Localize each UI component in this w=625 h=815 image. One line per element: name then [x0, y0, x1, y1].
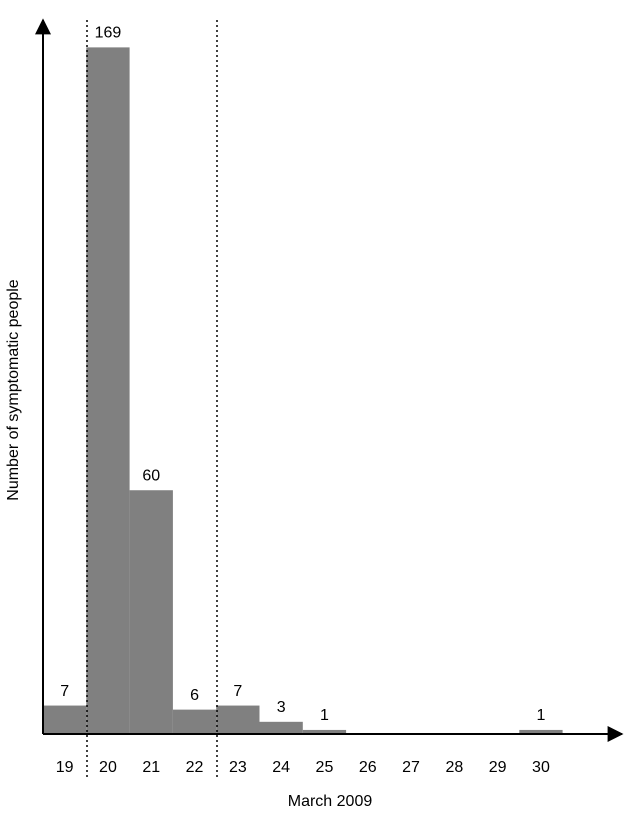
- data-label: 1: [536, 707, 545, 724]
- x-tick-label: 19: [56, 759, 74, 776]
- x-tick-label: 26: [359, 759, 377, 776]
- data-label: 169: [95, 25, 122, 42]
- data-label: 7: [60, 683, 69, 700]
- x-tick-label: 29: [489, 759, 507, 776]
- data-label: 7: [233, 683, 242, 700]
- x-tick-label: 27: [402, 759, 420, 776]
- y-axis-label: Number of symptomatic people: [5, 279, 22, 501]
- data-label: 3: [277, 699, 286, 716]
- x-tick-label: 30: [532, 759, 550, 776]
- data-label: 1: [320, 707, 329, 724]
- x-axis-label: March 2009: [288, 793, 373, 810]
- bar: [43, 705, 87, 734]
- x-tick-label: 28: [445, 759, 463, 776]
- x-tick-label: 23: [229, 759, 247, 776]
- data-label: 60: [142, 467, 160, 484]
- bar: [86, 47, 130, 735]
- data-label: 6: [190, 687, 199, 704]
- bar: [519, 729, 563, 734]
- x-tick-label: 25: [316, 759, 334, 776]
- bar: [129, 490, 173, 734]
- bar: [302, 729, 347, 734]
- x-tick-label: 24: [272, 759, 290, 776]
- x-tick-label: 20: [99, 759, 117, 776]
- bar: [259, 721, 303, 734]
- bars: [43, 47, 563, 735]
- bar: [172, 709, 217, 734]
- x-tick-label: 21: [142, 759, 160, 776]
- bar: [216, 705, 260, 734]
- x-tick-label: 22: [186, 759, 204, 776]
